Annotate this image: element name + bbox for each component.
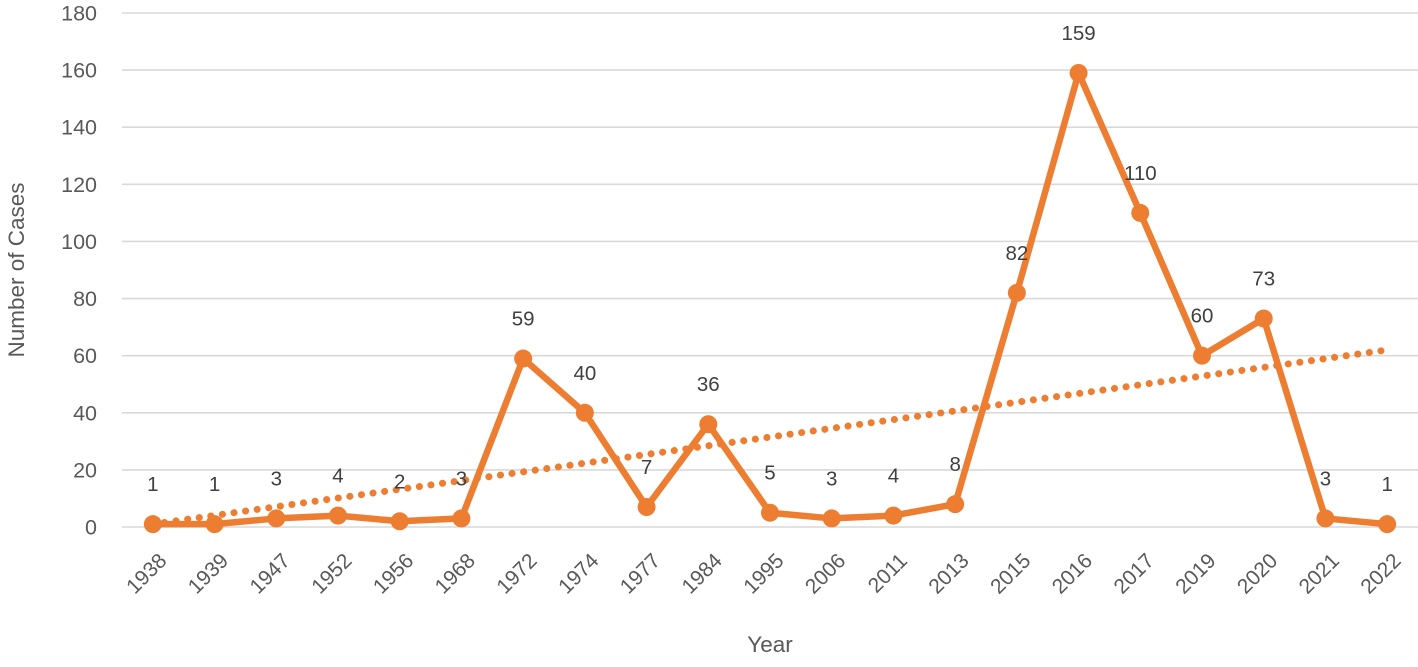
data-point-marker: [884, 506, 903, 525]
y-axis-tick-label: 160: [61, 59, 97, 83]
data-point-marker: [205, 515, 224, 534]
data-point-marker: [329, 506, 347, 525]
data-point-label: 1: [1381, 473, 1392, 496]
data-point-label: 3: [1320, 467, 1331, 490]
x-axis-tick-label: 2016: [1048, 549, 1097, 598]
data-point-marker: [143, 515, 162, 534]
data-point-label: 59: [512, 308, 535, 331]
data-point-label: 40: [573, 362, 596, 385]
x-axis-tick-label: 1977: [616, 549, 665, 598]
data-point-marker: [514, 349, 533, 368]
y-axis-tick-label: 20: [73, 458, 97, 482]
x-axis-tick-label: 2020: [1233, 549, 1282, 598]
data-point-marker: [575, 403, 594, 422]
y-axis-tick-label: 80: [73, 287, 97, 311]
trendline: [149, 346, 1391, 528]
data-point-marker: [1007, 283, 1026, 302]
x-axis-tick-label: 1947: [246, 549, 295, 598]
y-axis-tick-label: 100: [61, 230, 97, 254]
x-axis-tick-label: 2013: [924, 549, 973, 598]
data-point-label: 8: [949, 453, 960, 476]
data-point-label: 82: [1005, 242, 1028, 265]
data-point-marker: [1069, 63, 1088, 82]
y-axis-tick-label: 0: [85, 516, 97, 540]
data-point-marker: [637, 498, 656, 517]
x-axis-tick-label: 2015: [986, 549, 1035, 598]
y-axis-tick-label: 40: [73, 401, 97, 425]
x-axis-tick-label: 1995: [739, 549, 788, 598]
x-axis-tick-label: 1938: [122, 549, 171, 598]
data-point-label: 2: [394, 470, 405, 493]
data-point-marker: [452, 509, 471, 528]
x-axis-tick-label: 1968: [431, 549, 480, 598]
data-point-label: 1: [209, 473, 220, 496]
data-point-marker: [699, 415, 718, 434]
data-point-marker: [761, 503, 779, 522]
data-point-label: 3: [826, 467, 837, 490]
x-axis-tick-label: 1972: [492, 549, 541, 598]
x-axis-tick-label: 2011: [864, 549, 912, 597]
data-point-label: 4: [332, 465, 343, 488]
data-point-label: 1: [147, 473, 158, 496]
data-point-marker: [1193, 346, 1211, 365]
x-axis-tick-label: 2006: [801, 549, 850, 598]
y-axis-title: Number of Cases: [4, 182, 29, 357]
x-axis-tick-label: 1984: [678, 549, 728, 599]
x-axis-tick-label: 2017: [1110, 549, 1159, 598]
data-point-marker: [1316, 509, 1335, 528]
x-axis-tick-label: 2021: [1295, 549, 1344, 598]
y-axis-tick-label: 60: [73, 344, 97, 368]
y-axis-tick-label: 120: [61, 173, 97, 197]
data-point-marker: [1254, 309, 1273, 328]
data-point-label: 3: [456, 467, 467, 490]
data-point-label: 36: [697, 373, 720, 396]
data-point-marker: [1131, 203, 1150, 222]
data-point-marker: [390, 512, 409, 531]
data-point-label: 7: [641, 456, 652, 479]
data-point-label: 5: [764, 462, 775, 485]
x-axis-tick-label: 1939: [184, 549, 233, 598]
x-axis-tick-label: 2022: [1356, 549, 1405, 598]
data-point-label: 110: [1124, 162, 1157, 185]
data-point-label: 73: [1252, 268, 1275, 291]
x-axis-tick-label: 1974: [554, 549, 604, 599]
data-point-marker: [946, 495, 965, 514]
data-point-label: 3: [271, 467, 282, 490]
x-axis-tick-label: 2019: [1171, 549, 1220, 598]
y-axis-tick-label: 140: [61, 116, 97, 140]
x-axis-tick-label: 1952: [307, 549, 356, 598]
data-point-marker: [822, 509, 841, 528]
data-point-marker: [267, 509, 286, 528]
x-axis-tick-label: 1956: [369, 549, 418, 598]
data-point-label: 4: [888, 465, 899, 488]
x-axis-title: Year: [747, 632, 793, 657]
data-point-label: 60: [1191, 305, 1214, 328]
y-axis-tick-label: 180: [61, 2, 97, 26]
data-point-label: 159: [1061, 22, 1095, 45]
data-point-marker: [1378, 515, 1397, 534]
